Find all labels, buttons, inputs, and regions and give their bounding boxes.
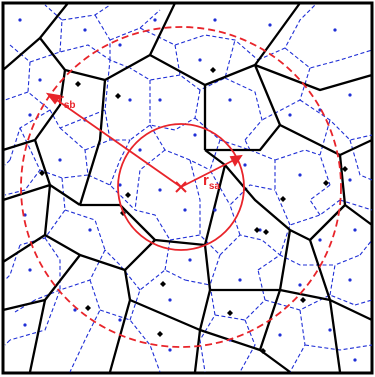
radius-arrow-rsa [180, 154, 243, 188]
coarse-voronoi-edges [2, 2, 373, 373]
fine-seed-points [18, 18, 357, 362]
label-rsa-sub: sa [209, 181, 221, 192]
inner-solid-circle [117, 123, 245, 251]
outer-dashed-circle [20, 26, 342, 348]
label-rsa: rsa [203, 172, 220, 192]
fine-voronoi-edges [4, 4, 373, 373]
label-rsb-sub: sb [64, 100, 76, 111]
label-rsb-main: r [58, 91, 64, 108]
radius-arrow-rsb [45, 92, 182, 188]
coarse-seed-points [39, 67, 348, 354]
label-rsb: rsb [58, 91, 76, 111]
label-rsa-main: r [203, 172, 209, 189]
